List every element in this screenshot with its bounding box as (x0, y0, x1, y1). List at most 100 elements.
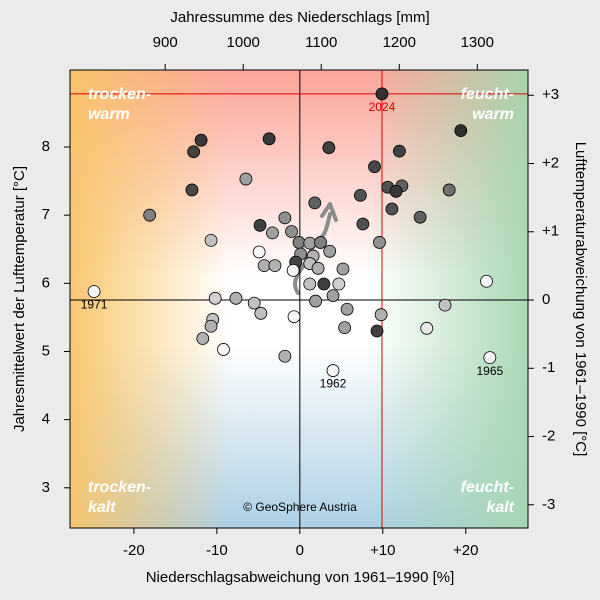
data-point (326, 289, 340, 302)
data-point (303, 236, 317, 250)
data-point (370, 324, 384, 338)
y2-tick-label: +2 (542, 154, 559, 171)
data-point (278, 211, 292, 225)
y2-tick-label: +1 (542, 223, 559, 240)
corner-label: warm (472, 106, 514, 123)
data-point (266, 226, 279, 240)
trend-arrowhead (320, 202, 338, 222)
data-point (229, 291, 243, 305)
data-point (368, 160, 381, 174)
x-tick-label: +20 (453, 542, 478, 559)
y2-tick-label: -1 (542, 359, 555, 376)
y2-tick-label: +3 (542, 86, 559, 103)
x2-tick-label: 1300 (461, 34, 494, 51)
data-point (480, 274, 493, 288)
corner-label: kalt (88, 499, 116, 516)
data-point (253, 218, 267, 232)
x2-title: Jahressumme des Niederschlags [mm] (170, 9, 429, 26)
data-point (254, 306, 268, 320)
data-point (204, 233, 218, 247)
x-tick-label: 0 (296, 542, 304, 559)
data-point (308, 196, 322, 210)
data-point (317, 277, 331, 291)
y-tick-label: 7 (42, 206, 50, 223)
data-point (204, 319, 218, 333)
data-point (454, 124, 468, 138)
data-point (332, 277, 346, 291)
data-point (87, 285, 101, 298)
data-point (373, 236, 386, 249)
data-point (323, 244, 337, 258)
point-label: 1965 (476, 364, 503, 378)
point-label: 1962 (320, 377, 347, 391)
x2-tick-label: 1100 (305, 34, 337, 51)
data-point (483, 351, 497, 365)
data-point (438, 298, 452, 312)
x2-tick-label: 1000 (227, 34, 260, 51)
y2-title: Lufttemperaturabweichung von 1961–1990 [… (572, 142, 589, 457)
data-point (336, 262, 350, 276)
data-point (374, 308, 388, 322)
corner-label: trocken- (88, 479, 151, 496)
data-point (322, 141, 336, 155)
data-point (286, 263, 300, 277)
y-tick-label: 8 (42, 138, 50, 155)
corner-label: kalt (486, 499, 514, 516)
point-label: 2024 (369, 100, 396, 114)
data-point (385, 202, 399, 216)
data-point (442, 183, 456, 197)
y-title: Jahresmittelwert der Lufttemperatur [°C] (11, 166, 28, 432)
data-point (287, 310, 301, 324)
data-point (292, 236, 306, 249)
data-point (356, 217, 370, 231)
data-point (262, 132, 276, 146)
data-point (326, 364, 340, 377)
x2-tick-label: 1200 (383, 34, 416, 51)
plot-frame (69, 69, 529, 529)
x-title: Niederschlagsabweichung von 1961–1990 [%… (146, 569, 455, 586)
data-point (285, 225, 298, 238)
data-point (239, 172, 253, 186)
data-point (208, 291, 222, 305)
data-point (303, 277, 317, 291)
data-point (185, 183, 199, 197)
y-tick-label: 3 (42, 479, 50, 496)
data-point (217, 343, 230, 356)
point-label: 1971 (81, 298, 108, 312)
data-point (268, 259, 282, 273)
data-point (375, 87, 389, 101)
data-point (340, 302, 354, 316)
corner-label: trocken- (88, 86, 151, 103)
data-point (257, 259, 271, 273)
data-point (338, 321, 352, 335)
data-point (353, 189, 367, 202)
data-point (420, 321, 434, 335)
corner-label: warm (88, 106, 130, 123)
x-tick-label: -10 (206, 542, 228, 559)
data-point (311, 261, 325, 275)
data-point (247, 296, 261, 310)
x-tick-label: -20 (123, 542, 145, 559)
data-point (252, 245, 266, 259)
data-point (314, 236, 327, 249)
data-point (389, 184, 403, 198)
data-point (187, 145, 201, 159)
data-point (194, 133, 208, 147)
corner-label: feucht- (461, 479, 514, 496)
data-point (196, 332, 210, 345)
data-point (143, 208, 157, 222)
y-tick-label: 4 (42, 411, 50, 428)
y-tick-label: 5 (42, 342, 50, 359)
data-point (392, 144, 406, 158)
data-point (278, 349, 292, 363)
wet-shade (70, 70, 528, 528)
y-tick-label: 6 (42, 274, 50, 291)
x2-tick-label: 900 (153, 34, 178, 51)
data-point (413, 210, 427, 224)
corner-label: feucht- (461, 86, 514, 103)
data-point (309, 294, 322, 308)
y2-tick-label: -3 (542, 496, 555, 513)
x-tick-label: +10 (370, 542, 395, 559)
